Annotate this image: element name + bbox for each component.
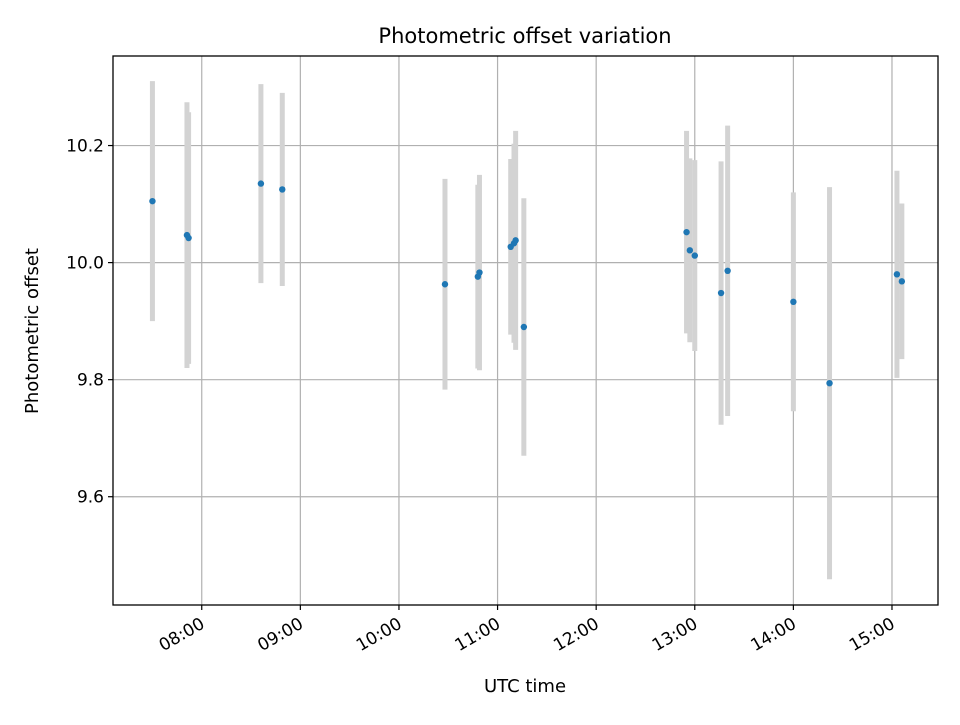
data-point bbox=[691, 252, 698, 259]
y-tick-label: 9.8 bbox=[77, 371, 104, 391]
data-point bbox=[149, 197, 156, 205]
chart-title: Photometric offset variation bbox=[378, 24, 671, 48]
y-tick-label: 10.2 bbox=[66, 137, 104, 157]
y-tick-label: 9.6 bbox=[77, 488, 104, 508]
data-point bbox=[898, 278, 906, 285]
data-point bbox=[520, 323, 528, 331]
data-point bbox=[826, 379, 833, 387]
data-point bbox=[257, 180, 265, 187]
data-point bbox=[717, 289, 725, 297]
data-point bbox=[893, 271, 901, 278]
data-point bbox=[185, 234, 192, 242]
data-point bbox=[279, 186, 286, 193]
data-point bbox=[686, 247, 694, 254]
data-point-layer bbox=[149, 180, 906, 387]
x-axis-label: UTC time bbox=[484, 676, 566, 697]
y-axis-label: Photometric offset bbox=[22, 248, 43, 414]
data-point bbox=[683, 228, 690, 236]
y-tick-label: 10.0 bbox=[66, 254, 104, 274]
data-point bbox=[724, 267, 731, 275]
data-point bbox=[790, 298, 797, 306]
data-point bbox=[512, 237, 519, 244]
plot-frame bbox=[112, 55, 939, 606]
data-point bbox=[476, 269, 483, 276]
data-point bbox=[441, 281, 449, 288]
